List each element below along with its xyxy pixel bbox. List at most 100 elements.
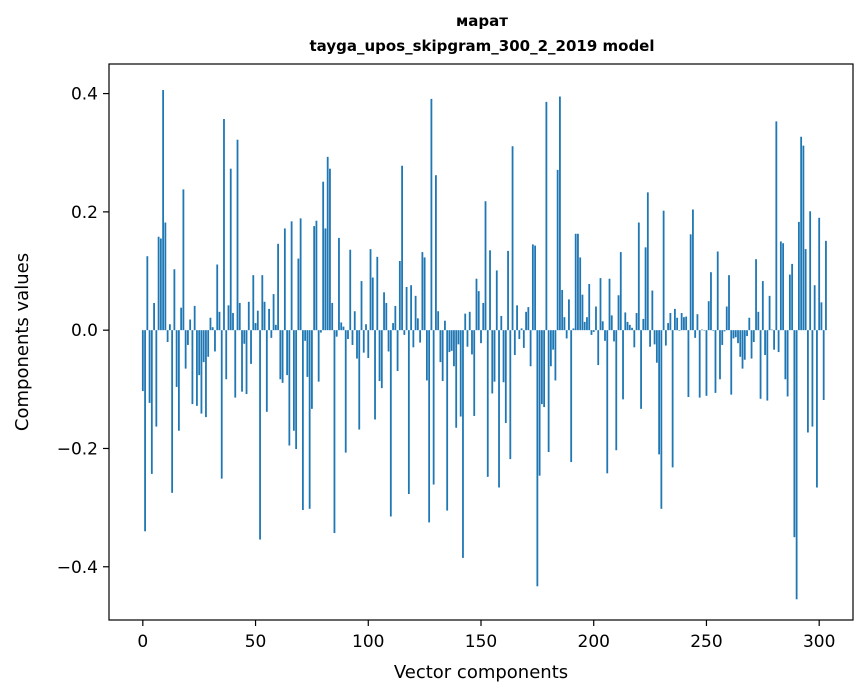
- bar-component-135: [446, 330, 449, 511]
- bar-component-155: [491, 330, 494, 394]
- bar-component-199: [590, 330, 593, 335]
- bar-component-147: [473, 330, 476, 416]
- bar-component-90: [344, 330, 347, 453]
- bar-component-295: [807, 330, 809, 433]
- bar-component-81: [324, 228, 327, 331]
- bar-component-74: [308, 330, 311, 509]
- bar-component-87: [338, 237, 340, 331]
- bar-component-181: [549, 330, 552, 367]
- bar-component-91: [347, 330, 349, 340]
- bar-component-108: [385, 302, 388, 331]
- bar-component-103: [374, 330, 376, 420]
- bar-component-278: [768, 295, 771, 331]
- bar-component-253: [712, 330, 715, 331]
- bar-component-256: [719, 330, 721, 380]
- bar-component-238: [678, 330, 681, 331]
- bar-component-79: [320, 330, 322, 333]
- bar-component-165: [513, 330, 516, 356]
- bar-component-5: [153, 302, 155, 331]
- bar-component-136: [448, 330, 451, 353]
- bar-component-178: [543, 330, 546, 408]
- bar-component-259: [725, 306, 728, 331]
- bar-component-51: [256, 310, 259, 331]
- bar-component-169: [522, 330, 525, 348]
- bar-component-57: [270, 330, 273, 338]
- bar-component-154: [489, 250, 491, 331]
- bar-component-271: [752, 330, 755, 342]
- bar-component-11: [166, 330, 169, 342]
- bar-component-177: [540, 330, 543, 405]
- bar-component-251: [707, 301, 710, 331]
- bar-component-182: [552, 330, 555, 350]
- bar-component-285: [784, 330, 787, 380]
- y-tick-label: 0.0: [71, 321, 98, 341]
- bar-component-2: [146, 256, 149, 331]
- bar-component-190: [570, 330, 573, 463]
- bar-component-67: [292, 330, 295, 431]
- bar-component-237: [676, 317, 679, 331]
- bar-component-139: [455, 330, 458, 428]
- bar-component-26: [200, 330, 203, 414]
- bar-component-71: [301, 330, 304, 510]
- bar-component-27: [202, 330, 205, 363]
- bar-component-209: [613, 330, 615, 342]
- bar-component-242: [687, 330, 690, 398]
- bar-component-126: [425, 330, 428, 381]
- bar-component-123: [419, 330, 422, 343]
- bar-component-287: [788, 274, 791, 331]
- bar-component-46: [245, 330, 248, 395]
- bar-component-183: [554, 330, 557, 381]
- bar-component-112: [394, 305, 397, 331]
- bar-component-52: [259, 330, 261, 540]
- bar-component-125: [423, 257, 426, 331]
- bar-component-273: [757, 311, 760, 331]
- bar-component-89: [342, 326, 345, 331]
- bar-component-132: [439, 330, 442, 363]
- bar-component-9: [162, 90, 165, 331]
- bar-component-30: [209, 317, 212, 331]
- bar-component-186: [561, 289, 564, 331]
- bar-component-220: [637, 222, 640, 331]
- x-tick-label: 50: [245, 632, 267, 652]
- bar-component-124: [421, 252, 424, 331]
- bar-component-148: [475, 278, 478, 331]
- bar-component-168: [520, 328, 523, 331]
- bar-component-156: [493, 330, 496, 382]
- bar-component-269: [748, 317, 751, 331]
- bar-component-137: [450, 330, 453, 351]
- bar-component-163: [509, 330, 512, 460]
- bar-component-250: [705, 330, 708, 396]
- bar-component-187: [563, 317, 566, 331]
- bar-component-240: [683, 317, 685, 331]
- bar-component-239: [680, 313, 683, 331]
- bar-component-116: [403, 330, 406, 335]
- bar-component-275: [761, 281, 764, 331]
- bar-component-195: [581, 294, 584, 331]
- bar-component-189: [568, 299, 570, 331]
- bar-component-196: [583, 321, 586, 331]
- bar-component-214: [624, 312, 627, 331]
- x-tick-label: 300: [803, 632, 835, 652]
- bar-component-93: [351, 330, 354, 345]
- bar-component-213: [622, 330, 624, 400]
- bar-component-12: [168, 324, 171, 331]
- bar-component-284: [782, 243, 785, 331]
- bar-component-263: [734, 330, 737, 338]
- bar-component-164: [511, 146, 514, 331]
- bar-component-290: [795, 330, 798, 600]
- bar-component-72: [304, 330, 307, 341]
- bar-component-282: [777, 330, 780, 353]
- bar-component-113: [396, 330, 399, 371]
- bar-component-17: [180, 307, 183, 331]
- bar-component-63: [283, 228, 286, 331]
- bar-component-3: [148, 330, 151, 403]
- bar-component-111: [392, 323, 394, 331]
- bar-component-288: [791, 263, 794, 331]
- bar-component-222: [642, 318, 645, 331]
- bar-component-41: [234, 330, 237, 398]
- bar-component-252: [710, 272, 712, 331]
- bar-component-102: [371, 277, 374, 331]
- bar-component-270: [750, 330, 753, 359]
- bar-component-20: [187, 330, 189, 345]
- bar-component-28: [205, 330, 207, 418]
